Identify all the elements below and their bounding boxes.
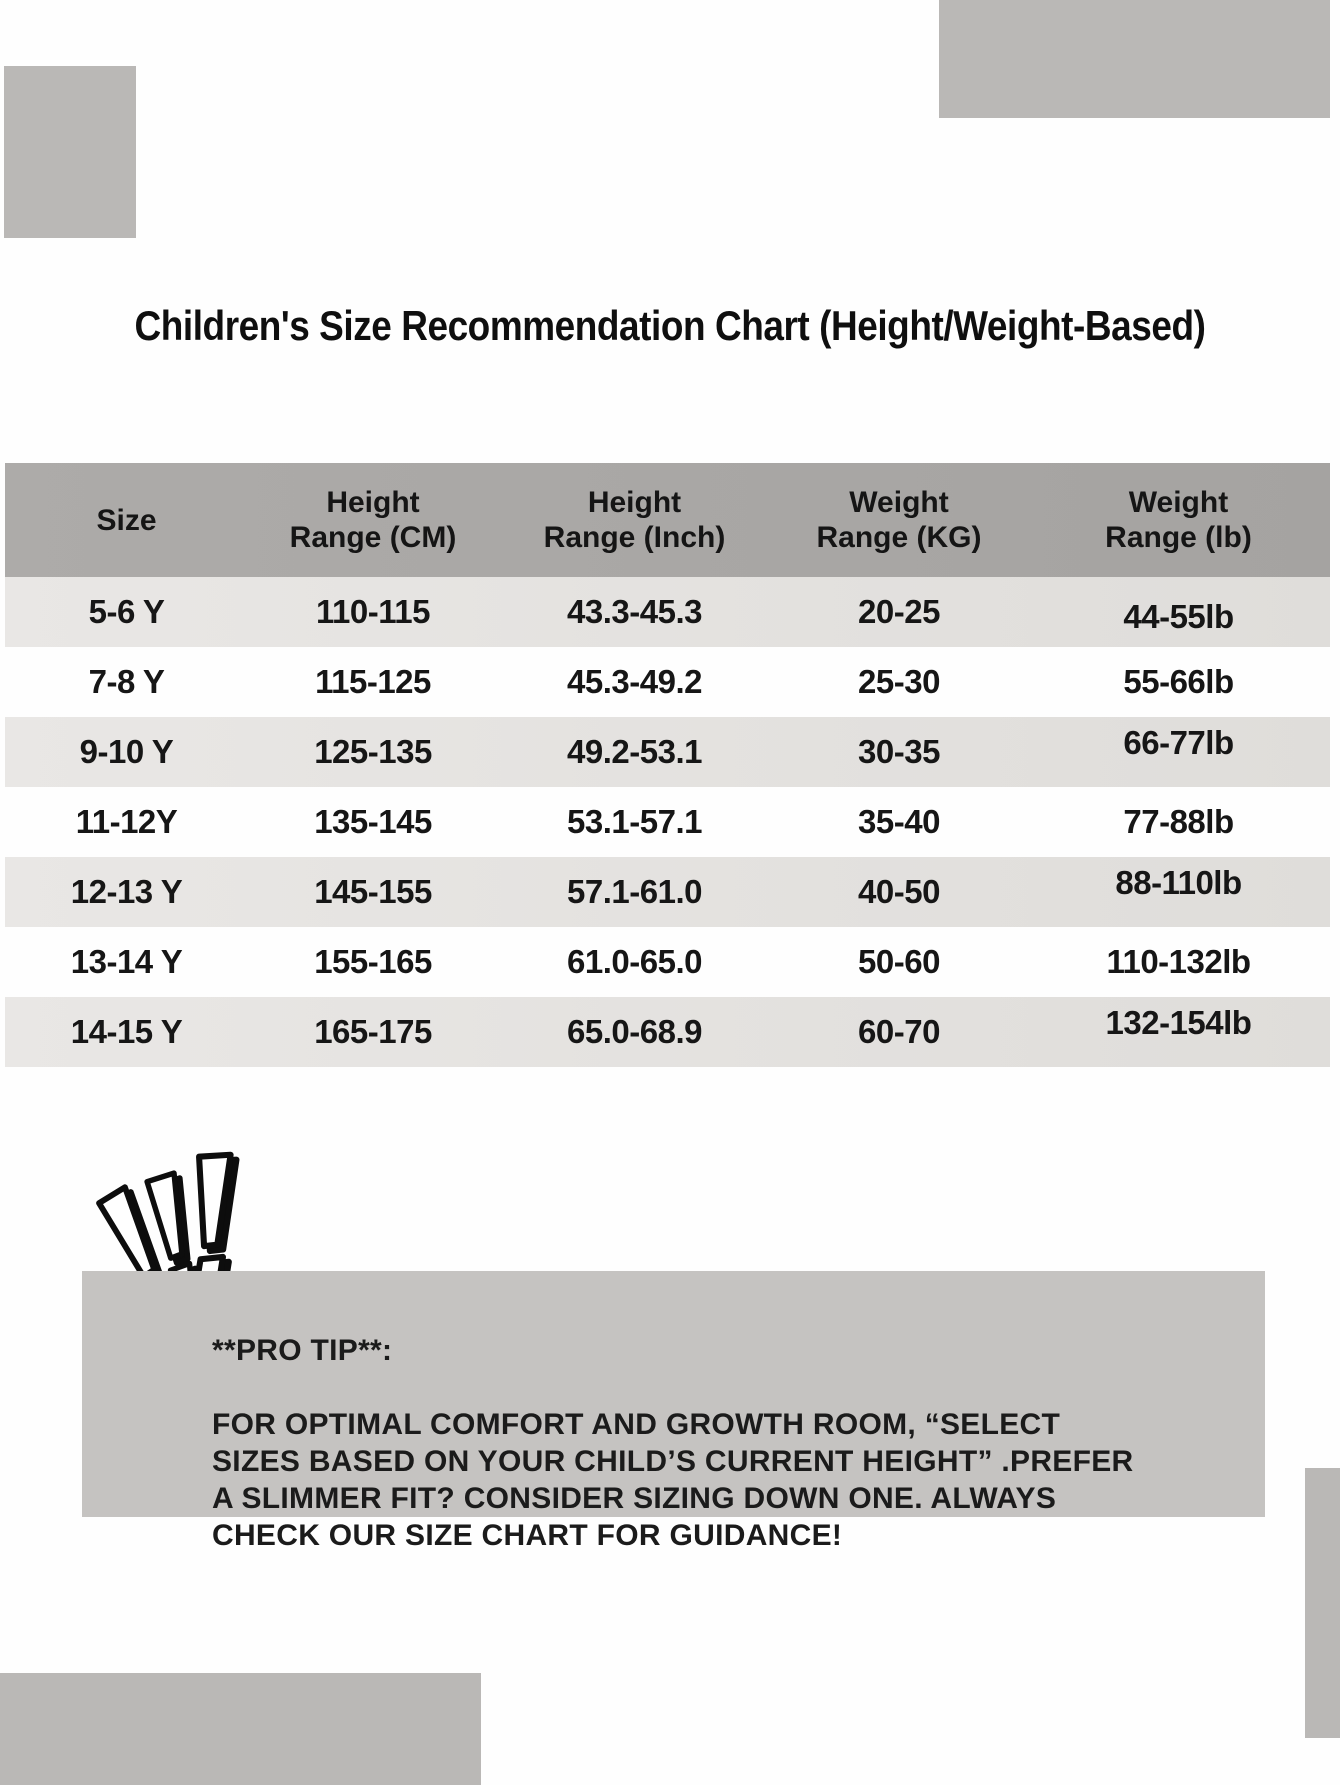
- size-chart-table: Size Height Range (CM) Height Range (Inc…: [5, 463, 1330, 1067]
- table-cell: 53.1-57.1: [567, 803, 702, 840]
- table-cell: 50-60: [858, 943, 940, 980]
- page-title: Children's Size Recommendation Chart (He…: [134, 302, 1206, 349]
- table-cell: 135-145: [314, 803, 432, 840]
- table-cell: 25-30: [858, 663, 940, 700]
- decor-block-top-right: [939, 0, 1330, 118]
- table-cell: 88-110lb: [1115, 864, 1242, 901]
- table-cell: 13-14 Y: [70, 943, 183, 980]
- table-cell: 49.2-53.1: [567, 733, 702, 770]
- table-cell: 12-13 Y: [70, 873, 183, 910]
- header-cell-height-cm: Height Range (CM): [289, 486, 457, 554]
- table-row: 9-10 Y 125-135 49.2-53.1 30-35 66-77lb: [5, 717, 1330, 787]
- table-row: 12-13 Y 145-155 57.1-61.0 40-50 88-110lb: [5, 857, 1330, 927]
- table-cell: 110-115: [316, 593, 430, 630]
- table-cell: 35-40: [858, 803, 940, 840]
- table-header-row: Size Height Range (CM) Height Range (Inc…: [5, 463, 1330, 577]
- table-cell: 145-155: [314, 873, 432, 910]
- table-cell: 155-165: [314, 943, 432, 980]
- table-cell: 11-12Y: [75, 803, 178, 840]
- table-cell: 61.0-65.0: [567, 943, 702, 980]
- table-cell: 110-132lb: [1106, 943, 1251, 980]
- table-cell: 77-88lb: [1123, 803, 1234, 840]
- table-cell: 66-77lb: [1123, 724, 1234, 761]
- table-cell: 20-25: [858, 593, 940, 630]
- table-cell: 115-125: [315, 663, 431, 700]
- table-cell: 132-154lb: [1105, 1004, 1252, 1041]
- table-cell: 14-15 Y: [70, 1013, 183, 1050]
- header-cell-weight-lb: Weight Range (lb): [1105, 486, 1252, 554]
- table-cell: 165-175: [314, 1013, 432, 1050]
- table-cell: 65.0-68.9: [567, 1013, 702, 1050]
- pro-tip-body: FOR OPTIMAL COMFORT AND GROWTH ROOM, “SE…: [212, 1408, 1134, 1552]
- table-row: 13-14 Y 155-165 61.0-65.0 50-60 110-132l…: [5, 927, 1330, 997]
- table-row: 14-15 Y 165-175 65.0-68.9 60-70 132-154l…: [5, 997, 1330, 1067]
- table-cell: 7-8 Y: [88, 663, 165, 700]
- table-cell: 60-70: [858, 1013, 940, 1050]
- table-cell: 55-66lb: [1123, 663, 1234, 700]
- table-cell: 5-6 Y: [88, 593, 165, 630]
- table-cell: 30-35: [858, 733, 940, 770]
- table-cell: 40-50: [858, 873, 940, 910]
- header-cell-size: Size: [96, 503, 157, 537]
- table-cell: 44-55lb: [1123, 598, 1234, 635]
- decor-block-top-left: [4, 66, 136, 238]
- table-row: 5-6 Y 110-115 43.3-45.3 20-25 44-55lb: [5, 577, 1330, 647]
- table-cell: 57.1-61.0: [567, 873, 702, 910]
- header-cell-weight-kg: Weight Range (KG): [816, 486, 982, 554]
- table-row: 11-12Y 135-145 53.1-57.1 35-40 77-88lb: [5, 787, 1330, 857]
- table-row: 7-8 Y 115-125 45.3-49.2 25-30 55-66lb: [5, 647, 1330, 717]
- table-cell: 45.3-49.2: [567, 663, 702, 700]
- pro-tip-box: **PRO TIP**: FOR OPTIMAL COMFORT AND GRO…: [82, 1271, 1265, 1552]
- decor-block-bottom-left: [0, 1673, 481, 1785]
- pro-tip-text: **PRO TIP**: FOR OPTIMAL COMFORT AND GRO…: [212, 1295, 1235, 1554]
- header-cell-height-inch: Height Range (Inch): [543, 486, 726, 554]
- table-cell: 125-135: [314, 733, 432, 770]
- pro-tip-heading: **PRO TIP**:: [212, 1334, 393, 1367]
- decor-block-right-strip: [1305, 1468, 1340, 1738]
- table-cell: 43.3-45.3: [567, 593, 702, 630]
- table-cell: 9-10 Y: [79, 733, 174, 770]
